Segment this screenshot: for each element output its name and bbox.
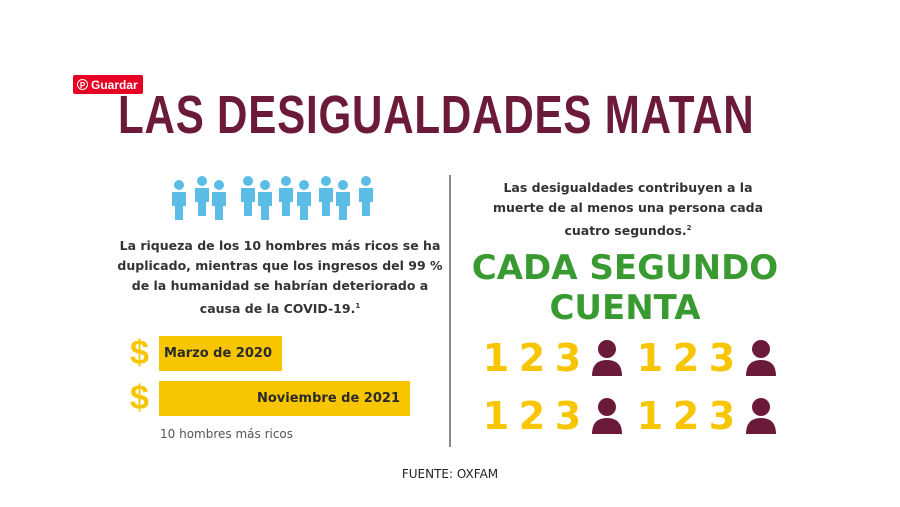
person-icon	[336, 180, 350, 220]
save-button[interactable]: P Guardar	[73, 75, 143, 94]
count-number: 2	[518, 336, 546, 380]
wealth-text: La riqueza de los 10 hombres más ricos s…	[117, 238, 443, 317]
count-number: 1	[482, 394, 510, 438]
bar-november-2021: Noviembre de 2021	[159, 381, 410, 416]
count-number: 1	[636, 394, 664, 438]
wealth-description: La riqueza de los 10 hombres más ricos s…	[110, 236, 450, 319]
person-icon	[212, 180, 226, 220]
bar-label: Noviembre de 2021	[257, 391, 400, 406]
person-icon	[172, 180, 186, 220]
person-icon	[258, 180, 272, 220]
dollar-icon: $	[130, 334, 149, 372]
count-number: 2	[518, 394, 546, 438]
bar-march-2020: Marzo de 2020	[159, 336, 282, 371]
headline: CADA SEGUNDO CUENTA	[470, 248, 780, 328]
save-label: Guardar	[91, 77, 138, 92]
footnote-2: 2	[686, 224, 692, 232]
person-icon	[359, 176, 373, 216]
deaths-text: Las desigualdades contribuyen a la muert…	[492, 180, 764, 239]
headline-line-1: CADA SEGUNDO	[471, 248, 779, 288]
bar-legend: 10 hombres más ricos	[160, 427, 294, 441]
deaths-description: Las desigualdades contribuyen a la muert…	[478, 178, 778, 241]
count-number: 1	[482, 336, 510, 380]
bar-label: Marzo de 2020	[164, 346, 272, 361]
count-number: 1	[636, 336, 664, 380]
count-number: 3	[708, 336, 736, 380]
person-icon	[241, 176, 255, 216]
divider	[449, 175, 451, 447]
page-title: LAS DESIGUALDADES MATAN	[118, 85, 755, 145]
source: FUENTE: OXFAM	[401, 467, 499, 481]
person-icon	[746, 398, 776, 434]
person-icon	[592, 340, 622, 376]
pinterest-icon: P	[77, 79, 88, 90]
count-number: 3	[554, 336, 582, 380]
footnote-1: 1	[355, 302, 361, 310]
person-icon	[297, 180, 311, 220]
person-icon	[195, 176, 209, 216]
count-number: 2	[672, 394, 700, 438]
dollar-icon: $	[130, 379, 149, 417]
person-icon	[279, 176, 293, 216]
count-number: 3	[708, 394, 736, 438]
count-number: 2	[672, 336, 700, 380]
person-icon	[319, 176, 333, 216]
count-number: 3	[554, 394, 582, 438]
person-icon	[746, 340, 776, 376]
people-icon-group	[172, 176, 373, 220]
headline-line-2: CUENTA	[549, 288, 701, 328]
person-icon	[592, 398, 622, 434]
